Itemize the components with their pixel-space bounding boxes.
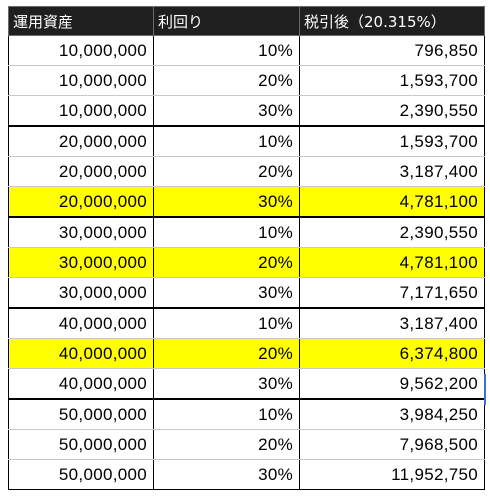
cell-asset[interactable]: 20,000,000: [8, 156, 154, 187]
cell-rate[interactable]: 20%: [153, 156, 300, 187]
cell-selection-edge: [484, 374, 486, 405]
header-rate[interactable]: 利回り: [153, 6, 300, 36]
cell-asset[interactable]: 40,000,000: [8, 368, 154, 400]
header-row: 運用資産 利回り 税引後（20.315%）: [8, 6, 485, 36]
cell-rate[interactable]: 20%: [153, 338, 300, 369]
cell-rate[interactable]: 20%: [153, 247, 300, 278]
table-row: 10,000,000 30% 2,390,550: [8, 95, 485, 127]
cell-asset[interactable]: 20,000,000: [8, 125, 154, 157]
cell-asset[interactable]: 30,000,000: [8, 277, 154, 309]
table-row: 30,000,000 20% 4,781,100: [8, 247, 485, 278]
cell-after-tax[interactable]: 6,374,800: [299, 338, 485, 369]
cell-after-tax[interactable]: 3,187,400: [299, 307, 485, 339]
cell-rate[interactable]: 10%: [153, 125, 300, 157]
cell-asset[interactable]: 40,000,000: [8, 307, 154, 339]
table-row: 10,000,000 20% 1,593,700: [8, 65, 485, 96]
cell-after-tax[interactable]: 9,562,200: [299, 368, 485, 400]
cell-after-tax[interactable]: 4,781,100: [299, 247, 485, 278]
table-body: 10,000,000 10% 796,850 10,000,000 20% 1,593,7…: [8, 35, 485, 490]
table-row: 40,000,000 20% 6,374,800: [8, 338, 485, 369]
cell-asset[interactable]: 40,000,000: [8, 338, 154, 369]
cell-rate[interactable]: 30%: [153, 95, 300, 127]
table-row: 20,000,000 10% 1,593,700: [8, 125, 485, 157]
cell-asset[interactable]: 30,000,000: [8, 247, 154, 278]
cell-rate[interactable]: 20%: [153, 429, 300, 460]
cell-rate[interactable]: 10%: [153, 35, 300, 66]
cell-after-tax[interactable]: 7,968,500: [299, 429, 485, 460]
cell-rate[interactable]: 10%: [153, 307, 300, 339]
cell-after-tax[interactable]: 7,171,650: [299, 277, 485, 309]
cell-after-tax[interactable]: 4,781,100: [299, 186, 485, 218]
cell-asset[interactable]: 10,000,000: [8, 95, 154, 127]
cell-after-tax[interactable]: 796,850: [299, 35, 485, 66]
table-row: 50,000,000 20% 7,968,500: [8, 429, 485, 460]
cell-asset[interactable]: 20,000,000: [8, 186, 154, 218]
table-row: 50,000,000 30% 11,952,750: [8, 459, 485, 490]
header-after-tax[interactable]: 税引後（20.315%）: [299, 6, 485, 36]
cell-asset[interactable]: 50,000,000: [8, 459, 154, 490]
cell-asset[interactable]: 50,000,000: [8, 398, 154, 430]
cell-asset[interactable]: 10,000,000: [8, 35, 154, 66]
cell-after-tax[interactable]: 11,952,750: [299, 459, 485, 490]
table-row: 30,000,000 30% 7,171,650: [8, 277, 485, 309]
after-tax-yield-table: 運用資産 利回り 税引後（20.315%） 10,000,000 10% 796,8…: [8, 6, 485, 490]
cell-rate[interactable]: 30%: [153, 368, 300, 400]
cell-rate[interactable]: 30%: [153, 277, 300, 309]
cell-asset[interactable]: 30,000,000: [8, 216, 154, 248]
cell-rate[interactable]: 20%: [153, 65, 300, 96]
cell-asset[interactable]: 50,000,000: [8, 429, 154, 460]
cell-rate[interactable]: 30%: [153, 459, 300, 490]
cell-after-tax[interactable]: 1,593,700: [299, 65, 485, 96]
cell-after-tax[interactable]: 2,390,550: [299, 95, 485, 127]
cell-rate[interactable]: 10%: [153, 398, 300, 430]
cell-after-tax[interactable]: 3,984,250: [299, 398, 485, 430]
table-row: 30,000,000 10% 2,390,550: [8, 216, 485, 248]
cell-rate[interactable]: 10%: [153, 216, 300, 248]
table-row: 50,000,000 10% 3,984,250: [8, 398, 485, 430]
cell-after-tax[interactable]: 2,390,550: [299, 216, 485, 248]
table-row: 40,000,000 30% 9,562,200: [8, 368, 485, 400]
table-row: 20,000,000 30% 4,781,100: [8, 186, 485, 218]
table-row: 40,000,000 10% 3,187,400: [8, 307, 485, 339]
table-row: 10,000,000 10% 796,850: [8, 35, 485, 66]
table-row: 20,000,000 20% 3,187,400: [8, 156, 485, 187]
cell-after-tax[interactable]: 3,187,400: [299, 156, 485, 187]
header-asset[interactable]: 運用資産: [8, 6, 154, 36]
cell-rate[interactable]: 30%: [153, 186, 300, 218]
cell-asset[interactable]: 10,000,000: [8, 65, 154, 96]
cell-after-tax[interactable]: 1,593,700: [299, 125, 485, 157]
